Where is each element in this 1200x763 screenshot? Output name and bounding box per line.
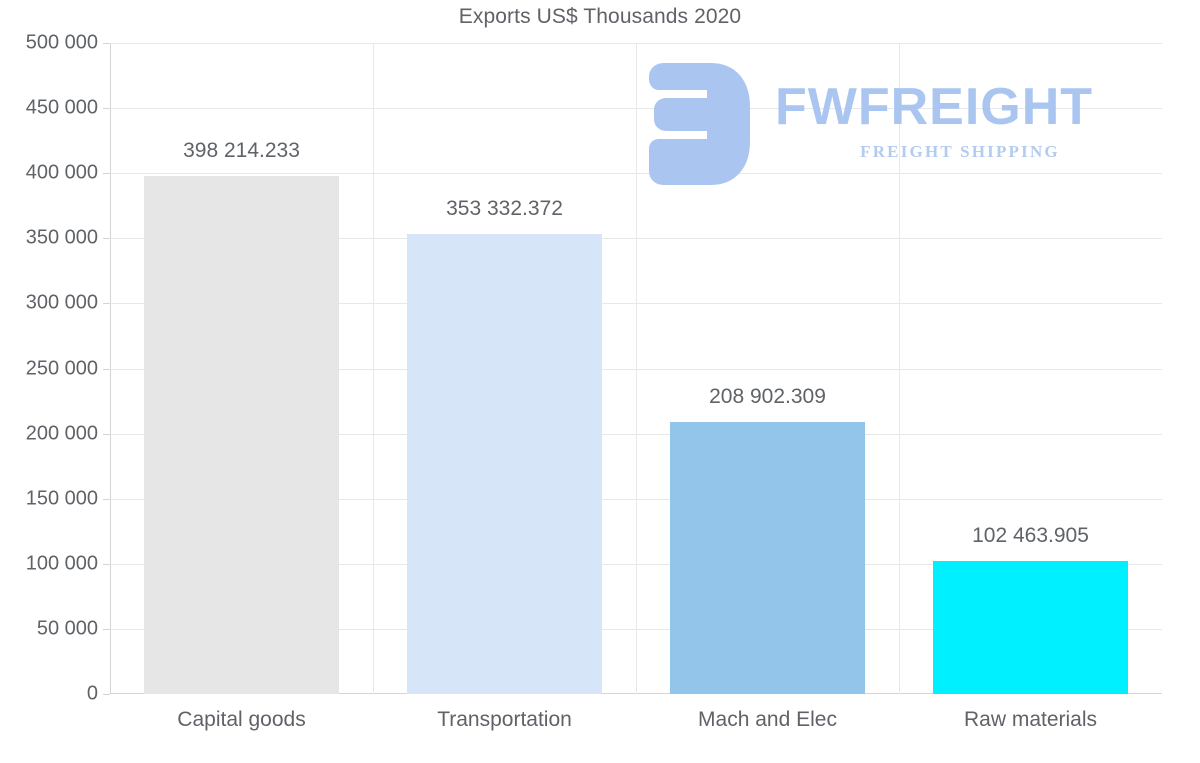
y-axis-tick-mark xyxy=(103,43,110,44)
y-axis-tick-label: 50 000 xyxy=(36,617,98,640)
y-axis-tick-label: 150 000 xyxy=(25,487,98,510)
y-axis-tick-mark xyxy=(103,433,110,435)
y-axis-tick-mark xyxy=(103,368,110,370)
y-axis-tick-mark xyxy=(103,498,110,500)
y-axis-tick-label: 350 000 xyxy=(25,226,98,249)
x-axis-tick-label: Capital goods xyxy=(177,708,306,731)
y-axis-tick-mark xyxy=(103,694,110,695)
y-axis-tick-mark xyxy=(103,238,110,240)
y-axis-tick-mark xyxy=(103,628,110,630)
y-axis-tick-label: 500 000 xyxy=(25,31,98,54)
chart-title: Exports US$ Thousands 2020 xyxy=(458,5,742,28)
x-axis-tick-label: Transportation xyxy=(437,708,572,731)
y-axis-tick-label: 100 000 xyxy=(25,552,98,575)
bar-value-label: 398 214.233 xyxy=(183,138,300,162)
gridline-vertical xyxy=(899,43,900,694)
plot-area: 398 214.233 353 332.372 208 902.309 102 463… xyxy=(110,43,1162,694)
y-axis-tick-label: 450 000 xyxy=(25,96,98,119)
y-axis-tick-label: 0 xyxy=(86,682,98,705)
y-axis-tick-mark xyxy=(103,563,110,565)
bar[interactable] xyxy=(670,422,865,694)
bar-value-label: 208 902.309 xyxy=(709,385,826,408)
y-axis-tick-label: 300 000 xyxy=(25,291,98,314)
y-axis-tick-label: 250 000 xyxy=(25,357,98,379)
bar[interactable] xyxy=(933,560,1128,694)
y-axis-tick-label: 200 000 xyxy=(25,422,98,445)
y-axis-tick-mark xyxy=(103,303,110,305)
bar-value-label: 353 332.372 xyxy=(446,196,563,220)
bar-value-label: 102 463.905 xyxy=(972,523,1089,547)
y-axis-tick-mark xyxy=(103,173,110,175)
bar[interactable] xyxy=(144,175,339,694)
bar[interactable] xyxy=(407,233,602,694)
y-axis-tick-label: 400 000 xyxy=(25,161,98,184)
gridline-vertical xyxy=(636,43,637,694)
x-axis-tick-label: Mach and Elec xyxy=(698,708,837,731)
gridline-vertical xyxy=(373,43,374,694)
y-axis-tick-mark xyxy=(103,108,110,110)
x-axis-tick-label: Raw materials xyxy=(963,708,1098,731)
